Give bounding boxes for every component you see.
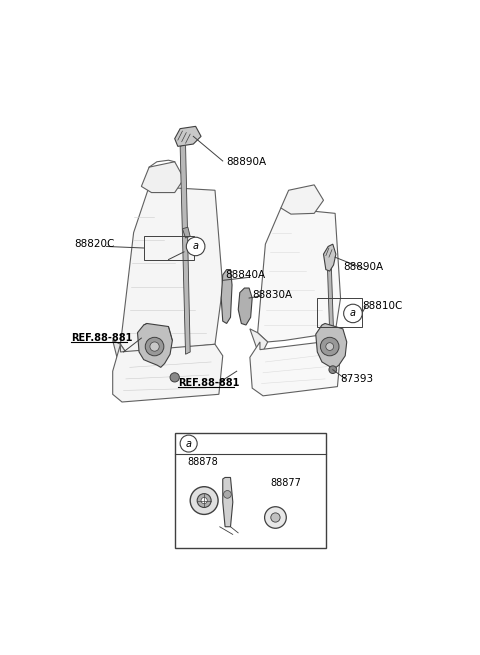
Polygon shape: [180, 144, 190, 354]
Bar: [144, 236, 194, 259]
Text: a: a: [186, 439, 192, 449]
Text: a: a: [192, 242, 199, 252]
Circle shape: [264, 507, 286, 529]
Text: 88830A: 88830A: [252, 290, 292, 300]
Text: REF.88-881: REF.88-881: [71, 333, 132, 343]
Polygon shape: [142, 162, 184, 193]
Circle shape: [170, 373, 180, 382]
Text: 88878: 88878: [187, 457, 218, 467]
Polygon shape: [120, 187, 223, 356]
Circle shape: [150, 342, 159, 351]
Polygon shape: [221, 270, 232, 324]
Bar: [317, 298, 362, 328]
Polygon shape: [250, 341, 340, 396]
Circle shape: [201, 498, 207, 504]
Text: a: a: [350, 309, 356, 318]
Circle shape: [180, 435, 197, 452]
Circle shape: [145, 337, 164, 356]
Text: 88840A: 88840A: [225, 270, 265, 280]
Circle shape: [271, 513, 280, 522]
Polygon shape: [327, 263, 335, 358]
Circle shape: [190, 487, 218, 514]
Text: 88890A: 88890A: [344, 262, 384, 272]
Bar: [175, 433, 326, 548]
Circle shape: [344, 304, 362, 323]
Polygon shape: [137, 324, 172, 367]
Polygon shape: [324, 244, 336, 271]
Polygon shape: [316, 324, 347, 368]
Circle shape: [186, 237, 205, 255]
Text: 88890A: 88890A: [227, 157, 267, 167]
Text: 88810C: 88810C: [362, 301, 403, 310]
Polygon shape: [250, 329, 268, 358]
Circle shape: [329, 365, 336, 373]
Circle shape: [197, 494, 211, 508]
Polygon shape: [113, 345, 223, 402]
Polygon shape: [113, 341, 128, 371]
Circle shape: [224, 491, 231, 498]
Polygon shape: [258, 208, 340, 342]
Polygon shape: [175, 126, 201, 146]
Circle shape: [321, 337, 339, 356]
Text: 87393: 87393: [340, 374, 373, 384]
Circle shape: [326, 343, 334, 350]
Polygon shape: [223, 477, 233, 527]
Polygon shape: [238, 288, 252, 325]
Polygon shape: [281, 185, 324, 214]
Text: 88877: 88877: [271, 478, 301, 488]
Polygon shape: [182, 227, 190, 238]
Text: REF.88-881: REF.88-881: [178, 378, 239, 388]
Text: 88820C: 88820C: [74, 239, 114, 249]
